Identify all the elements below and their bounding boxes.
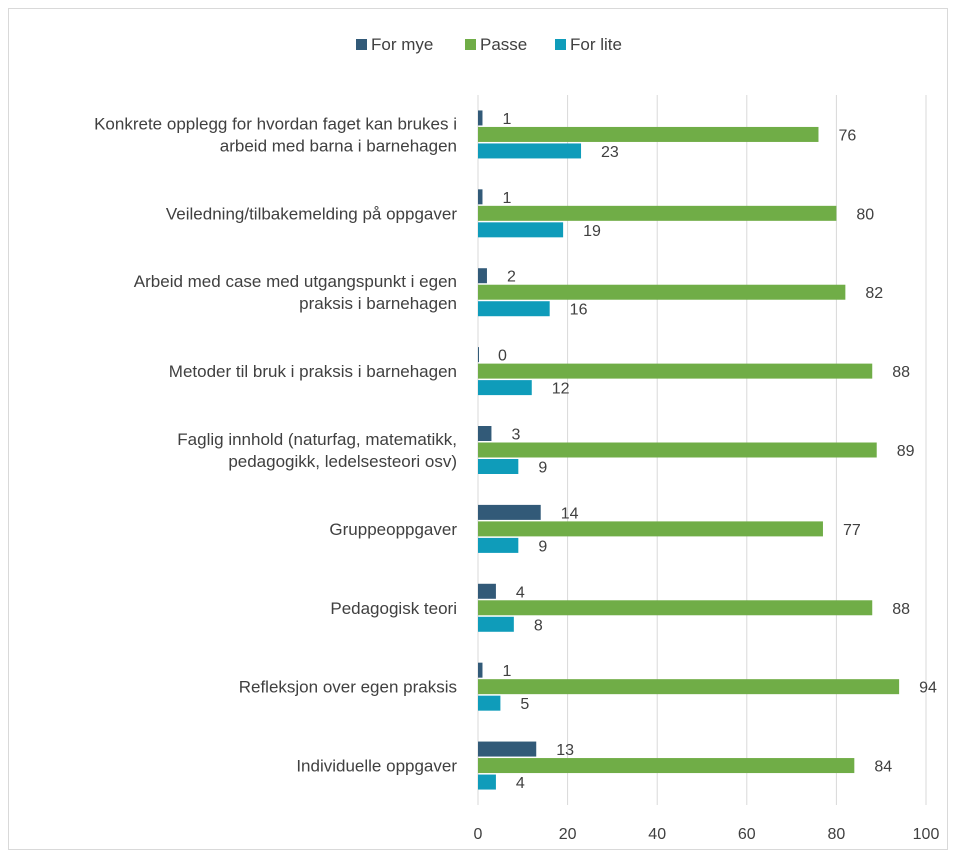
legend-label: For mye	[371, 35, 433, 54]
data-label: 9	[538, 460, 547, 477]
category-label: Arbeid med case med utgangspunkt i egen	[134, 272, 457, 291]
category-label: Metoder til bruk i praksis i barnehagen	[169, 362, 457, 381]
data-label: 16	[570, 302, 588, 319]
category-label: arbeid med barna i barnehagen	[220, 136, 457, 155]
data-label: 88	[892, 364, 910, 381]
data-label: 5	[520, 696, 529, 713]
legend-swatch	[465, 39, 476, 50]
data-label: 8	[534, 617, 543, 634]
category-label: Konkrete opplegg for hvordan faget kan b…	[94, 114, 457, 133]
category-label: praksis i barnehagen	[299, 294, 457, 313]
category-label: Individuelle oppgaver	[296, 757, 457, 776]
bar-for-lite	[478, 301, 550, 317]
data-label: 88	[892, 601, 910, 618]
legend-label: Passe	[480, 35, 527, 54]
bar-for-lite	[478, 222, 564, 238]
x-tick-label: 40	[648, 826, 666, 843]
category-label: Gruppeoppgaver	[329, 520, 457, 539]
bar-for-mye	[478, 662, 483, 678]
data-label: 94	[919, 680, 937, 697]
category-label: pedagogikk, ledelsesteori osv)	[228, 452, 457, 471]
data-label: 1	[502, 663, 511, 680]
bar-for-mye	[478, 583, 496, 599]
category-label: Veiledning/tilbakemelding på oppgaver	[166, 204, 457, 223]
bar-for-mye	[478, 741, 537, 757]
legend-label: For lite	[570, 35, 622, 54]
bar-for-lite	[478, 537, 519, 553]
data-label: 1	[502, 111, 511, 128]
bar-for-mye	[478, 110, 483, 126]
legend-swatch	[555, 39, 566, 50]
data-label: 4	[516, 775, 525, 792]
bar-passe	[478, 284, 846, 300]
bar-passe	[478, 600, 873, 616]
bar-passe	[478, 205, 837, 221]
data-label: 1	[502, 190, 511, 207]
bar-passe	[478, 363, 873, 379]
data-label: 14	[561, 505, 579, 522]
x-tick-label: 60	[738, 826, 756, 843]
data-label: 12	[552, 381, 570, 398]
bar-for-mye	[478, 268, 487, 284]
bar-for-mye	[478, 504, 541, 520]
data-label: 82	[865, 285, 883, 302]
data-label: 76	[838, 127, 856, 144]
bar-for-mye	[478, 426, 492, 441]
category-label: Pedagogisk teori	[330, 599, 457, 618]
legend-swatch	[356, 39, 367, 50]
chart-container: 0 20 40 60 80 100 Konkrete opplegg for hvordan…	[8, 8, 948, 850]
data-label: 84	[874, 759, 892, 776]
data-label: 9	[538, 538, 547, 555]
bar-for-lite	[478, 143, 582, 159]
category-label: Faglig innhold (naturfag, matematikk,	[177, 430, 457, 449]
data-label: 2	[507, 269, 516, 286]
bar-passe	[478, 521, 823, 537]
bar-for-lite	[478, 616, 514, 632]
bars	[478, 110, 900, 790]
bar-passe	[478, 126, 819, 142]
data-label: 23	[601, 144, 619, 161]
legend: For mye Passe For lite	[356, 35, 622, 54]
data-label: 13	[556, 742, 574, 759]
x-tick-label: 100	[913, 826, 940, 843]
bar-for-lite	[478, 774, 496, 790]
x-tick-label: 0	[474, 826, 483, 843]
data-label: 0	[498, 348, 507, 365]
x-tick-label: 20	[559, 826, 577, 843]
data-label: 3	[511, 427, 520, 444]
bar-for-mye	[478, 189, 483, 205]
bar-passe	[478, 442, 877, 458]
x-tick-label: 80	[828, 826, 846, 843]
data-label: 89	[897, 443, 915, 460]
data-label: 4	[516, 584, 525, 601]
data-label: 19	[583, 223, 601, 240]
data-label: 80	[856, 206, 874, 223]
bar-passe	[478, 679, 900, 695]
bar-for-lite	[478, 459, 519, 474]
bar-for-lite	[478, 695, 501, 711]
category-label: Refleksjon over egen praksis	[239, 678, 457, 697]
bar-for-mye	[478, 347, 479, 363]
bar-passe	[478, 758, 855, 774]
bar-for-lite	[478, 380, 532, 396]
data-label: 77	[843, 522, 861, 539]
